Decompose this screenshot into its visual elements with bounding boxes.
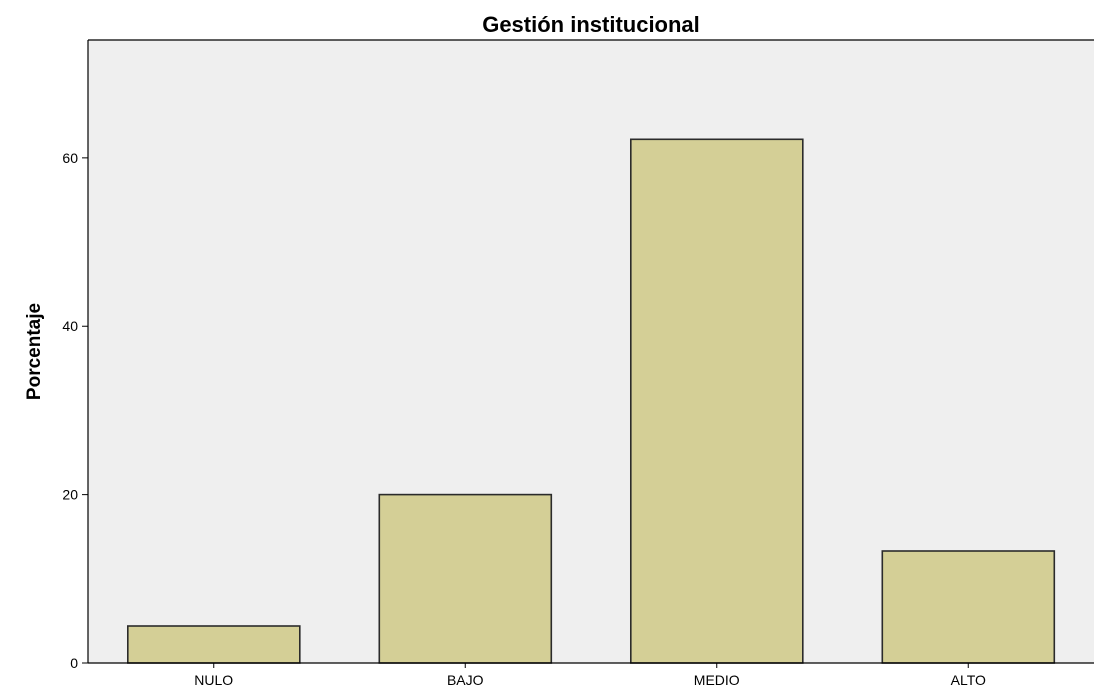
bar-bajo (378, 493, 553, 664)
x-tick-label: ALTO (951, 672, 986, 688)
y-axis-label: Porcentaje (24, 303, 45, 400)
y-tick-label: 20 (62, 487, 78, 503)
y-tick-label: 0 (70, 655, 78, 671)
axes-layer (87, 39, 1094, 664)
bar-medio (629, 138, 804, 664)
x-tick-label: NULO (194, 672, 233, 688)
x-tick-label: MEDIO (694, 672, 740, 688)
x-tick-label: BAJO (447, 672, 484, 688)
y-tick-label: 60 (62, 150, 78, 166)
bar-alto (881, 550, 1056, 664)
bar-nulo (127, 625, 301, 664)
y-tick-label: 40 (62, 318, 78, 334)
chart-title: Gestión institucional (482, 12, 700, 37)
ticks-layer: NULO BAJO MEDIO ALTO 0 20 40 60 (62, 150, 986, 688)
bars-layer (127, 138, 1056, 664)
